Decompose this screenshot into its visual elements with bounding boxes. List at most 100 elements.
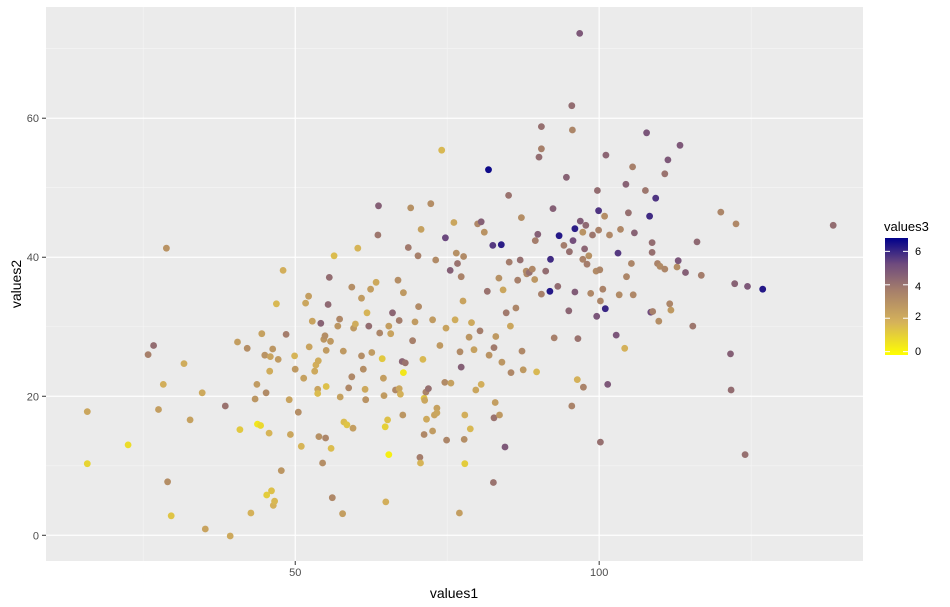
- data-point: [580, 383, 587, 391]
- data-point: [625, 209, 632, 217]
- data-point: [394, 276, 402, 284]
- data-point: [759, 285, 767, 293]
- y-tick-label: 0: [33, 530, 39, 542]
- data-point: [262, 389, 270, 397]
- data-point: [328, 494, 336, 502]
- data-point: [266, 367, 274, 375]
- data-point: [531, 276, 539, 283]
- data-point: [563, 173, 570, 181]
- data-point: [441, 379, 449, 386]
- data-point: [291, 352, 298, 360]
- data-point: [257, 422, 264, 429]
- legend-ticks: [885, 250, 908, 353]
- data-point: [460, 253, 467, 260]
- data-point: [623, 273, 630, 281]
- data-point: [330, 252, 338, 260]
- data-point: [507, 369, 515, 376]
- data-point: [573, 376, 581, 383]
- data-point: [461, 411, 469, 419]
- data-point: [589, 231, 596, 239]
- data-point: [649, 308, 657, 315]
- data-point: [420, 431, 428, 438]
- data-point: [322, 434, 329, 442]
- y-axis-title: values2: [8, 260, 24, 308]
- data-point: [538, 290, 545, 298]
- data-point: [597, 297, 604, 305]
- data-point: [606, 231, 613, 239]
- data-point: [512, 304, 520, 312]
- data-point: [315, 433, 323, 440]
- data-point: [414, 252, 422, 260]
- data-point: [265, 429, 273, 437]
- data-point: [732, 220, 740, 228]
- data-point: [404, 244, 412, 251]
- data-point: [305, 292, 312, 300]
- data-point: [354, 244, 362, 252]
- data-point: [336, 393, 344, 401]
- data-point: [425, 385, 432, 392]
- data-point: [538, 145, 545, 153]
- data-point: [628, 260, 635, 267]
- data-point: [263, 491, 271, 499]
- data-point: [533, 368, 540, 376]
- data-point: [432, 256, 440, 264]
- data-point: [352, 320, 359, 328]
- data-point: [576, 217, 584, 225]
- data-point: [501, 443, 509, 451]
- data-point: [476, 327, 484, 335]
- data-point: [324, 301, 332, 308]
- data-point: [359, 365, 367, 373]
- data-point: [727, 386, 735, 394]
- data-point: [308, 317, 316, 325]
- data-point: [423, 415, 430, 423]
- data-point: [400, 369, 407, 376]
- data-point: [576, 30, 584, 37]
- data-point: [201, 525, 209, 533]
- data-point: [385, 322, 393, 330]
- data-point: [285, 396, 293, 404]
- data-point: [258, 330, 266, 338]
- data-point: [287, 431, 294, 438]
- data-point: [601, 305, 609, 313]
- data-point: [629, 291, 637, 299]
- data-point: [496, 411, 503, 419]
- data-point: [595, 207, 602, 215]
- data-point: [253, 381, 261, 388]
- data-point: [744, 283, 751, 290]
- data-point: [226, 532, 234, 540]
- data-point: [528, 265, 536, 273]
- data-point: [317, 319, 325, 327]
- data-point: [454, 260, 461, 267]
- data-point: [646, 212, 653, 220]
- data-point: [571, 288, 579, 296]
- data-point: [569, 237, 577, 245]
- data-point: [155, 406, 162, 413]
- data-point: [291, 365, 299, 373]
- data-point: [554, 283, 562, 290]
- data-point: [322, 347, 330, 354]
- data-points: [83, 30, 837, 540]
- major-grid: [46, 7, 863, 561]
- data-point: [368, 349, 376, 356]
- data-point: [327, 337, 334, 345]
- data-point: [498, 358, 506, 366]
- data-point: [452, 249, 460, 257]
- data-point: [499, 286, 507, 294]
- data-point: [279, 267, 287, 274]
- data-point: [336, 315, 343, 323]
- data-point: [587, 290, 595, 297]
- data-point: [566, 248, 573, 256]
- data-point: [571, 225, 579, 233]
- data-point: [376, 329, 384, 337]
- data-point: [372, 278, 380, 286]
- plot-panel: [46, 7, 863, 561]
- data-point: [411, 318, 419, 326]
- data-point: [673, 263, 681, 271]
- data-point: [568, 402, 576, 410]
- data-point: [470, 346, 478, 354]
- legend-label-4: 4: [915, 281, 921, 293]
- data-point: [485, 166, 492, 174]
- data-point: [243, 344, 251, 352]
- x-tick-label: 50: [289, 567, 301, 579]
